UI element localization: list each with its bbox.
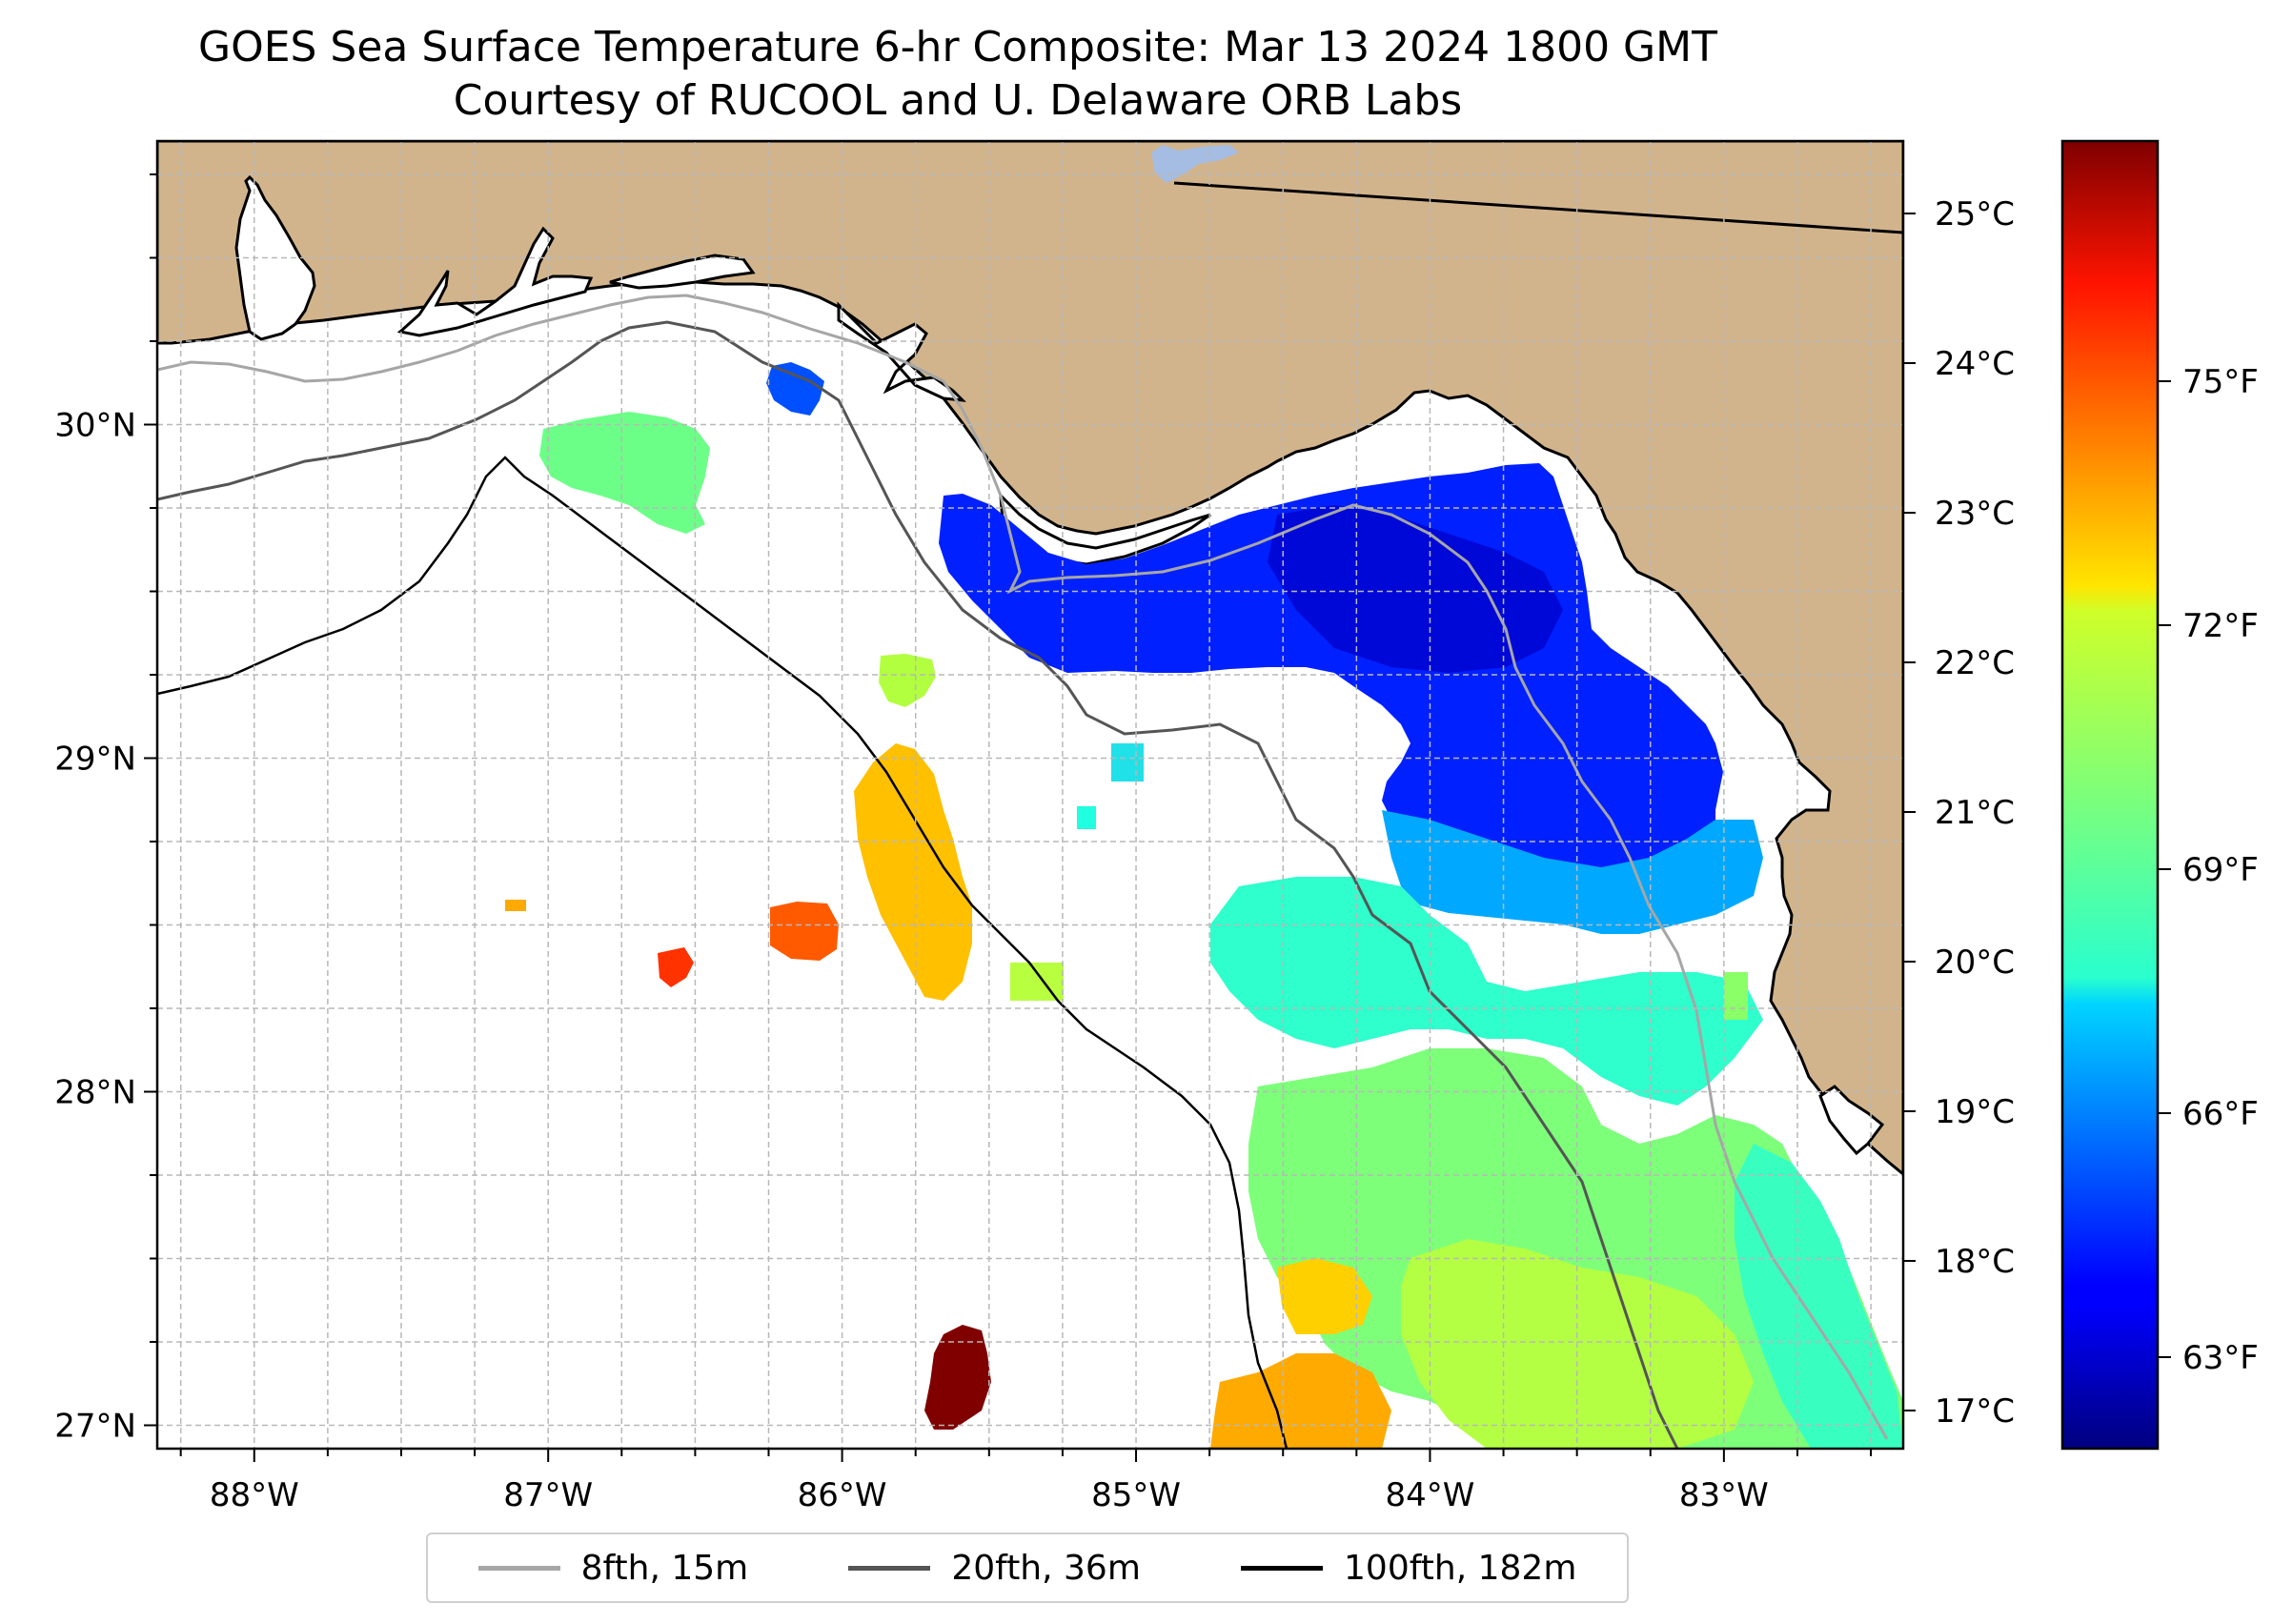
colorbar-fahrenheit-label: 63°F <box>2182 1339 2259 1377</box>
isobath-8fth <box>157 294 1889 1440</box>
sst-patch-red <box>658 947 694 987</box>
sst-patch-north-blue <box>766 362 824 416</box>
colorbar-celsius-label: 20°C <box>1935 944 2015 982</box>
lon-tick-label: 83°W <box>1679 1476 1769 1514</box>
colorbar-celsius-label: 18°C <box>1935 1243 2015 1281</box>
colorbar-fahrenheit-label: 75°F <box>2182 363 2259 401</box>
sst-speck-cyan-2 <box>1077 806 1096 829</box>
sst-patch-big-bend-core <box>1268 505 1563 673</box>
lake <box>1151 145 1239 183</box>
pensacola-bay <box>396 226 594 337</box>
legend-label-20fth: 20fth, 36m <box>951 1548 1141 1588</box>
sst-patch-mid-yellow <box>854 743 972 1001</box>
colorbar-celsius-label: 19°C <box>1935 1093 2015 1131</box>
sst-patch-north-green <box>539 412 710 534</box>
land-mass <box>157 141 1903 1176</box>
colorbar-celsius-label: 22°C <box>1935 644 2015 682</box>
colorbar-celsius-label: 24°C <box>1935 345 2015 383</box>
colorbar-celsius-label: 23°C <box>1935 495 2015 533</box>
state-border <box>1173 181 1903 234</box>
colorbar-fahrenheit-label: 69°F <box>2182 851 2259 889</box>
graticule-gridlines <box>157 141 1903 1449</box>
sst-patch-southwest-yellow <box>1277 1258 1372 1334</box>
map-subtitle: Courtesy of RUCOOL and U. Delaware ORB L… <box>453 76 1463 125</box>
st-andrew-bay <box>837 301 967 402</box>
lon-tick-label: 87°W <box>503 1476 593 1514</box>
lon-tick-label: 85°W <box>1091 1476 1181 1514</box>
isobath-20fth <box>157 320 1679 1449</box>
colorbar-celsius-label: 25°C <box>1935 195 2015 233</box>
map-frame <box>155 139 1905 1451</box>
lon-tick-label: 86°W <box>798 1476 887 1514</box>
tampa-bay <box>1818 1085 1885 1156</box>
legend-item-100fth: 100fth, 182m <box>1241 1549 1576 1588</box>
legend-swatch-20fth <box>848 1565 931 1571</box>
colorbar-fahrenheit-label: 72°F <box>2182 607 2259 645</box>
lon-tick-label: 88°W <box>210 1476 299 1514</box>
sst-speck-cyan <box>1111 743 1144 782</box>
sst-patch-central-shelf <box>1210 877 1763 1106</box>
legend-swatch-8fth <box>477 1565 560 1571</box>
lat-tick-label: 29°N <box>54 741 136 779</box>
isobath-legend: 8fth, 15m 20fth, 36m 100fth, 182m <box>426 1533 1629 1603</box>
colorbar-celsius-label: 17°C <box>1935 1392 2015 1431</box>
colorbar-gradient <box>2060 139 2160 1451</box>
sst-speck-green <box>1723 972 1748 1020</box>
sst-patch-nearshore-south <box>1735 1144 1903 1449</box>
colorbar-ticks: 25°C 24°C 23°C 22°C 21°C 20°C 19°C 18°C 17°C 75°F… <box>1903 195 2259 1431</box>
sst-patch-deep-south <box>924 1325 991 1430</box>
colorbar: 25°C 24°C 23°C 22°C 21°C 20°C 19°C 18°C 17°C 75°F… <box>1903 139 2259 1451</box>
legend-item-8fth: 8fth, 15m <box>477 1548 749 1588</box>
colorbar-celsius-label: 21°C <box>1935 794 2015 832</box>
sst-patch-mid-yellowgreen <box>879 654 936 707</box>
legend-swatch-100fth <box>1241 1565 1324 1571</box>
legend-label-100fth: 100fth, 182m <box>1344 1548 1577 1588</box>
sst-speck-yellowgreen <box>1010 963 1064 1001</box>
lat-tick-label: 27°N <box>54 1408 136 1446</box>
map-axes: 88°W 87°W 86°W 85°W 84°W 83°W 30°N 29°N 28°N 27°N <box>54 173 1873 1514</box>
legend-item-20fth: 20fth, 36m <box>848 1549 1141 1588</box>
sst-speck-orange <box>505 900 526 911</box>
lat-tick-label: 28°N <box>54 1074 136 1112</box>
choctawhatchee-bay <box>609 254 756 290</box>
colorbar-fahrenheit-label: 66°F <box>2182 1095 2259 1133</box>
lat-tick-label: 30°N <box>54 407 136 445</box>
lon-tick-label: 84°W <box>1386 1476 1475 1514</box>
sst-patch-orange <box>770 902 839 961</box>
map-area <box>157 141 1903 1449</box>
legend-label-8fth: 8fth, 15m <box>580 1548 749 1588</box>
map-title: GOES Sea Surface Temperature 6-hr Compos… <box>197 23 1717 71</box>
